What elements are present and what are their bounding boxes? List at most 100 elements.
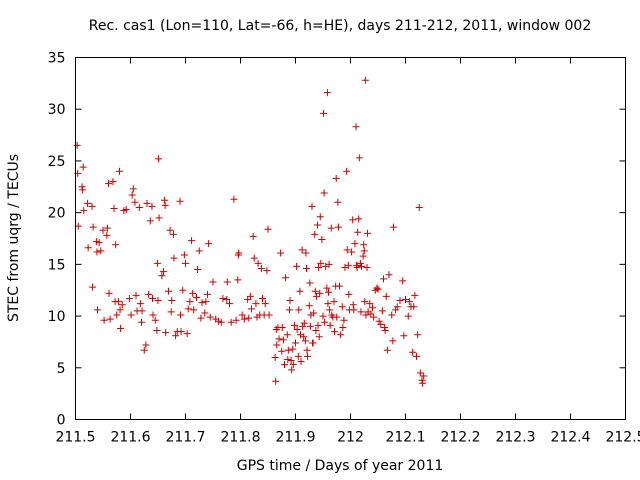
data-point [381, 327, 389, 335]
data-point [189, 289, 197, 297]
data-point [411, 291, 419, 299]
data-point [272, 377, 280, 385]
data-point [289, 345, 297, 353]
data-point [315, 263, 323, 271]
data-point [295, 306, 303, 314]
data-point [385, 271, 393, 279]
y-tick-label: 35 [48, 51, 66, 67]
data-point [153, 327, 161, 335]
data-point [333, 313, 341, 321]
data-point [138, 318, 145, 326]
data-point [205, 240, 213, 248]
data-point [312, 292, 320, 300]
data-point [93, 248, 101, 256]
data-points [73, 76, 428, 387]
data-point [188, 237, 196, 245]
data-point [240, 315, 248, 323]
data-point [271, 353, 279, 361]
data-point [359, 252, 367, 260]
data-point [198, 299, 206, 307]
data-point [309, 339, 317, 347]
data-point [235, 249, 243, 257]
data-point [117, 324, 125, 332]
data-point [193, 293, 200, 301]
data-point [162, 329, 170, 337]
data-point [79, 163, 87, 171]
data-point [311, 287, 319, 295]
data-point [418, 376, 426, 384]
data-point [97, 247, 105, 255]
data-point [320, 109, 328, 117]
data-point [327, 224, 335, 232]
data-point [129, 185, 137, 193]
data-point [279, 336, 287, 344]
data-point [287, 357, 295, 365]
data-point [311, 230, 319, 238]
data-point [404, 312, 412, 320]
data-point [360, 247, 368, 255]
data-point [103, 224, 111, 232]
data-point [314, 221, 321, 229]
data-point [177, 311, 185, 319]
axis-ticks: 211.5 211.6 211.7 211.8 211.9 212 212.1 212.2 21… [48, 51, 640, 446]
data-point [283, 331, 291, 339]
data-point [99, 226, 107, 234]
data-point [286, 297, 294, 305]
data-point [323, 284, 331, 292]
data-point [297, 358, 305, 366]
data-point [230, 195, 238, 203]
data-point [84, 244, 92, 252]
data-point [300, 319, 308, 327]
data-point [195, 247, 203, 255]
data-point [281, 361, 288, 369]
data-point [249, 232, 257, 240]
data-point [369, 304, 376, 312]
data-point [392, 306, 400, 314]
data-point [122, 206, 130, 214]
data-point [164, 287, 172, 295]
data-point [318, 236, 326, 244]
data-point [112, 241, 120, 249]
data-point [330, 298, 338, 306]
data-point [420, 372, 428, 380]
data-point [116, 306, 124, 314]
data-point [303, 264, 310, 272]
data-point [94, 306, 101, 314]
data-point [186, 298, 194, 306]
data-point [105, 180, 112, 188]
data-point [177, 328, 185, 336]
data-point [334, 198, 342, 206]
data-point [396, 297, 404, 305]
data-point [410, 303, 418, 311]
data-point [219, 294, 227, 302]
data-point [306, 322, 314, 330]
data-point [155, 214, 163, 222]
data-point [209, 278, 217, 286]
data-point [340, 316, 348, 324]
data-point [277, 249, 285, 257]
x-tick-label: 212 [337, 430, 364, 446]
data-point [285, 306, 293, 314]
data-point [245, 314, 253, 322]
data-point [363, 263, 371, 271]
data-point [179, 286, 187, 294]
data-point [355, 215, 363, 223]
data-point [145, 290, 153, 298]
data-point [326, 321, 334, 329]
data-point [301, 337, 309, 345]
data-point [296, 287, 304, 295]
data-point [298, 246, 306, 254]
data-point [226, 300, 233, 308]
data-point [182, 259, 189, 267]
data-point [374, 285, 382, 293]
data-point [308, 202, 316, 210]
data-point [303, 346, 311, 354]
data-point [288, 366, 296, 374]
y-tick-label: 5 [57, 361, 66, 377]
data-point [103, 231, 111, 239]
data-point [402, 296, 409, 304]
y-tick-label: 30 [48, 102, 66, 118]
data-point [238, 311, 246, 319]
data-point [304, 352, 312, 360]
data-point [155, 155, 163, 163]
